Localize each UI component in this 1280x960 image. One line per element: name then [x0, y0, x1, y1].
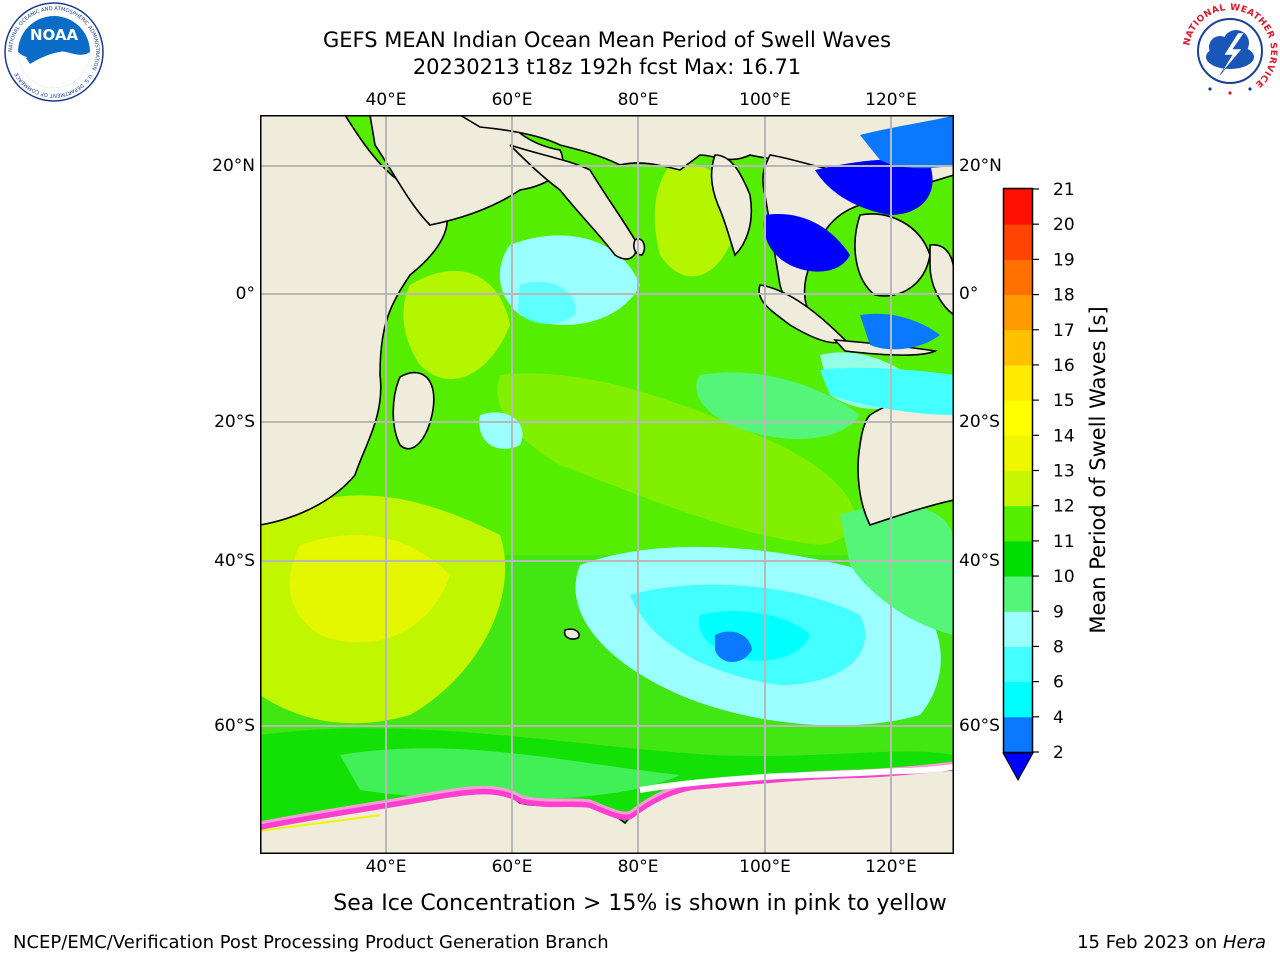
- colorbar-tick-label: 16: [1053, 356, 1075, 376]
- colorbar-band: [1004, 364, 1032, 401]
- colorbar-tick-label: 14: [1053, 426, 1075, 446]
- colorbar-band: [1004, 540, 1032, 577]
- colorbar-tick-label: 11: [1053, 532, 1075, 552]
- colorbar-band: [1004, 329, 1032, 366]
- colorbar-tick-label: 8: [1053, 637, 1064, 657]
- colorbar-tick-label: 20: [1053, 215, 1075, 235]
- colorbar-band: [1004, 681, 1032, 718]
- colorbar-tick-label: 17: [1053, 321, 1075, 341]
- lat-label-right: 0°: [959, 284, 979, 304]
- colorbar-tick-label: 2: [1053, 743, 1064, 763]
- footer-host: Hera: [1222, 932, 1266, 953]
- colorbar-band: [1004, 470, 1032, 507]
- noaa-logo: NATIONAL OCEANIC AND ATMOSPHERIC ADMINIS…: [4, 2, 104, 102]
- colorbar: 2 4 6 8 9 10 11 12 13 14 15 16 17 18 19 20 21: [1002, 180, 1075, 782]
- noaa-logo-text: NOAA: [30, 26, 79, 44]
- colorbar-band: [1004, 224, 1032, 260]
- lon-label-top: 60°E: [491, 90, 533, 110]
- colorbar-band: [1004, 716, 1032, 753]
- footer-credit: NCEP/EMC/Verification Post Processing Pr…: [13, 932, 609, 953]
- map-gridlines: [260, 115, 954, 854]
- swell-period-map: [260, 115, 954, 854]
- colorbar-tick-label: 15: [1053, 391, 1075, 411]
- nws-logo: NATIONAL WEATHER SERVICE: [1181, 2, 1279, 100]
- colorbar-tick-label: 18: [1053, 286, 1075, 306]
- lat-label-left: 40°S: [214, 551, 255, 571]
- colorbar-band: [1004, 189, 1032, 225]
- lat-label-right: 40°S: [959, 551, 1000, 571]
- colorbar-tick-label: 12: [1053, 497, 1075, 517]
- footer-date-text: 15 Feb 2023 on: [1077, 932, 1223, 953]
- colorbar-band: [1004, 576, 1032, 612]
- lon-label-top: 120°E: [865, 90, 917, 110]
- lon-label-bottom: 40°E: [365, 857, 407, 877]
- colorbar-tick-label: 4: [1053, 708, 1064, 728]
- lon-label-top: 100°E: [739, 90, 791, 110]
- lat-label-right: 60°S: [959, 716, 1000, 736]
- chart-title: GEFS MEAN Indian Ocean Mean Period of Sw…: [322, 28, 892, 52]
- colorbar-band: [1004, 646, 1032, 683]
- lat-label-left: 20°S: [214, 412, 255, 432]
- lon-label-bottom: 120°E: [865, 857, 917, 877]
- colorbar-band: [1004, 294, 1032, 331]
- sea-ice-caption: Sea Ice Concentration > 15% is shown in …: [333, 891, 947, 916]
- lon-label-bottom: 60°E: [491, 857, 533, 877]
- lon-label-top: 80°E: [617, 90, 659, 110]
- lat-label-left: 0°: [235, 284, 255, 304]
- footer-date: 15 Feb 2023 on Hera: [1077, 932, 1266, 953]
- colorbar-band: [1004, 505, 1032, 542]
- chart-subtitle: 20230213 t18z 192h fcst Max: 16.71: [412, 55, 802, 79]
- colorbar-band: [1004, 611, 1032, 647]
- colorbar-band: [1004, 435, 1032, 471]
- colorbar-band: [1004, 400, 1032, 436]
- lon-label-top: 40°E: [365, 90, 407, 110]
- colorbar-frame: [1002, 187, 1034, 754]
- colorbar-tick-label: 10: [1053, 567, 1075, 587]
- colorbar-band: [1004, 259, 1032, 296]
- colorbar-tick-label: 19: [1053, 250, 1075, 270]
- lat-label-left: 20°N: [212, 156, 255, 176]
- colorbar-tick-label: 9: [1053, 602, 1064, 622]
- colorbar-tick-label: 13: [1053, 462, 1075, 482]
- lon-label-bottom: 80°E: [617, 857, 659, 877]
- lat-label-right: 20°N: [959, 156, 1002, 176]
- lat-label-right: 20°S: [959, 412, 1000, 432]
- lat-label-left: 60°S: [214, 716, 255, 736]
- colorbar-label: Mean Period of Swell Waves [s]: [1086, 306, 1110, 634]
- colorbar-tick-label: 21: [1053, 180, 1075, 200]
- colorbar-tick-label: 6: [1053, 673, 1064, 693]
- lon-label-bottom: 100°E: [739, 857, 791, 877]
- colorbar-under-arrow: [1002, 752, 1034, 782]
- map-frame: [260, 115, 954, 854]
